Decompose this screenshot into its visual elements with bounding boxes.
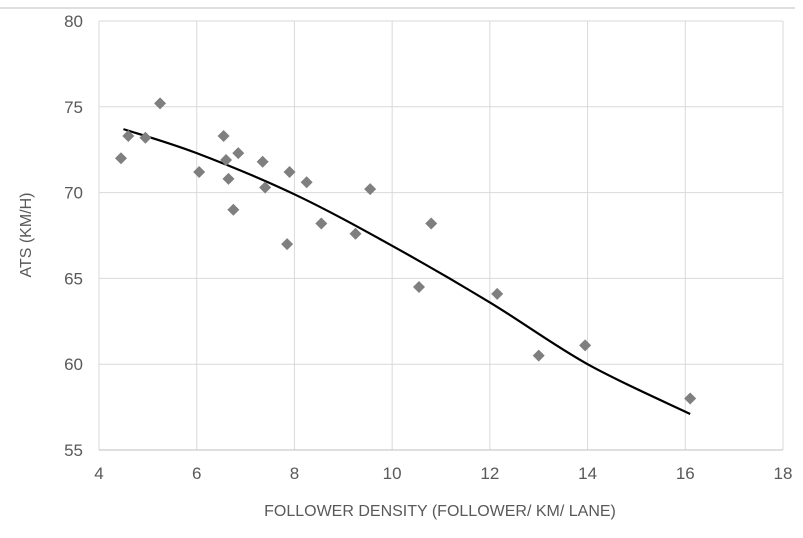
x-tick-label: 8: [290, 464, 299, 483]
data-point: [193, 166, 206, 179]
data-point: [217, 129, 230, 142]
data-point: [222, 172, 235, 185]
data-point: [259, 181, 272, 194]
trendline: [123, 128, 691, 415]
data-point: [256, 155, 269, 168]
gridlines: [98, 20, 784, 451]
data-point: [232, 147, 245, 160]
data-point: [227, 203, 240, 216]
data-point: [139, 131, 152, 144]
data-point: [122, 129, 135, 142]
y-tick-label: 60: [64, 355, 83, 374]
tick-labels: 4 6 8 10 12 14 16 18 55 60 65 70 75 80: [64, 12, 792, 483]
x-tick-label: 14: [578, 464, 597, 483]
x-axis-title: FOLLOWER DENSITY (FOLLOWER/ KM/ LANE): [264, 503, 616, 520]
data-point: [364, 183, 377, 196]
x-tick-label: 18: [774, 464, 793, 483]
y-tick-label: 75: [64, 98, 83, 117]
data-point: [349, 227, 362, 240]
x-tick-label: 16: [676, 464, 695, 483]
data-points: [114, 97, 697, 405]
data-point: [114, 152, 127, 165]
data-point: [315, 217, 328, 230]
x-tick-label: 4: [94, 464, 103, 483]
y-tick-label: 65: [64, 269, 83, 288]
data-point: [281, 238, 294, 251]
data-point: [283, 166, 296, 179]
data-point: [300, 176, 313, 189]
data-point: [425, 217, 438, 230]
y-tick-label: 55: [64, 441, 83, 460]
data-point: [413, 280, 426, 293]
data-point: [579, 339, 592, 352]
data-point: [220, 153, 233, 166]
trendline-layer: [123, 128, 691, 415]
x-tick-label: 12: [480, 464, 499, 483]
data-point: [532, 349, 545, 362]
x-tick-label: 6: [192, 464, 201, 483]
x-tick-label: 10: [383, 464, 402, 483]
data-point: [491, 287, 504, 300]
data-point: [154, 97, 167, 110]
y-tick-label: 80: [64, 12, 83, 31]
y-axis-title: ATS (KM/H): [18, 192, 35, 277]
y-tick-label: 70: [64, 184, 83, 203]
data-point: [684, 392, 697, 405]
